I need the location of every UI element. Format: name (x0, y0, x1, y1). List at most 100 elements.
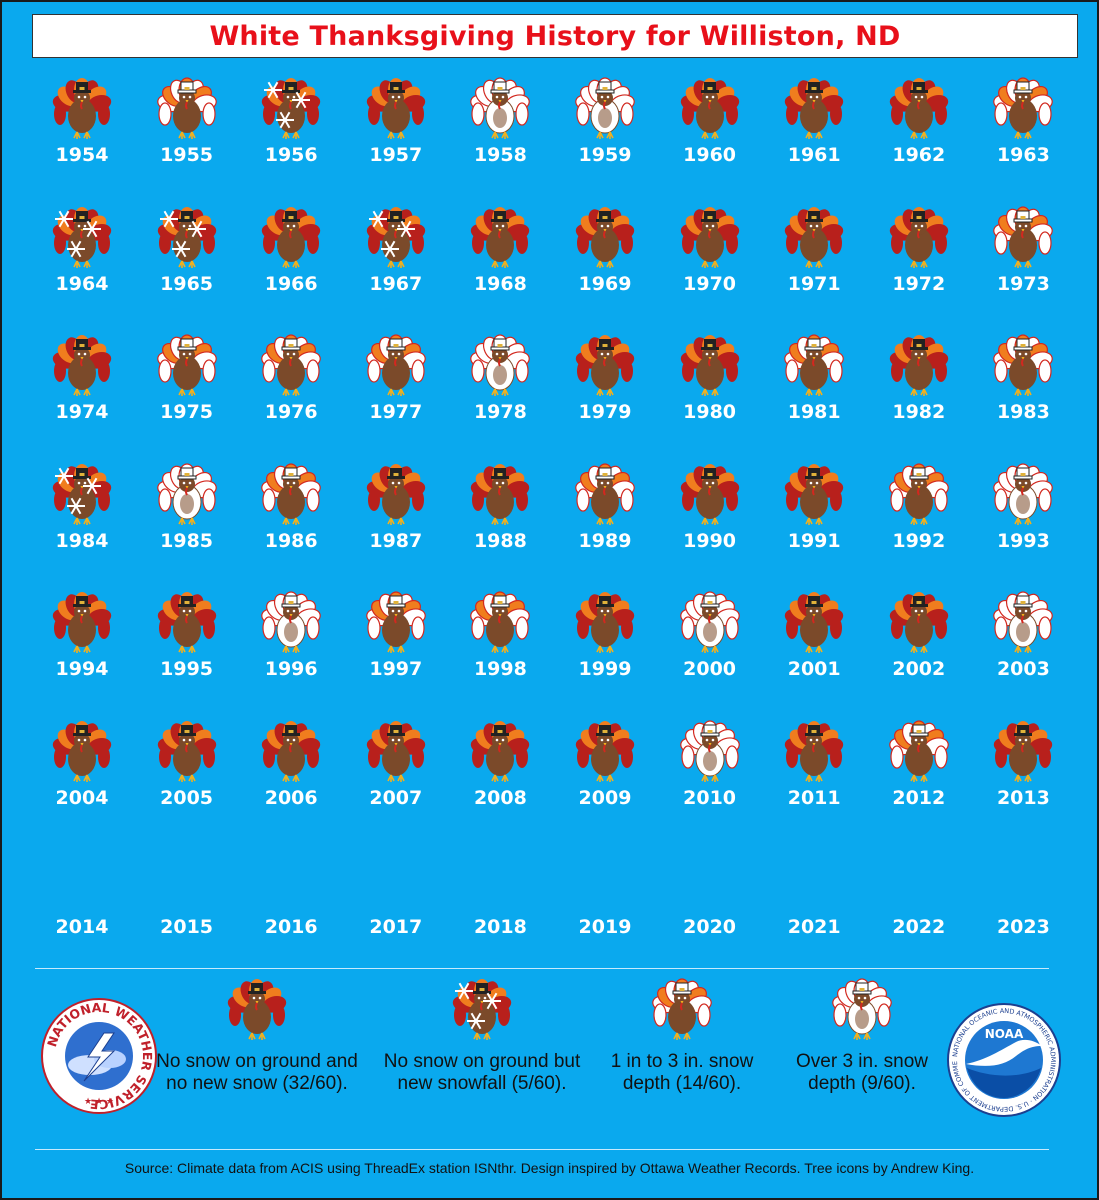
legend-heavy-label: Over 3 in. snow depth (9/60). (796, 1051, 928, 1094)
year-label: 1988 (473, 529, 527, 552)
year-label: 2013 (996, 787, 1050, 809)
year-cell: 1999 (553, 590, 657, 710)
year-label: 1983 (996, 401, 1050, 424)
year-cell: 2011 (762, 719, 866, 839)
turkey-none-icon (262, 721, 321, 782)
year-cell: 1961 (762, 76, 866, 196)
year-label: 1955 (160, 144, 214, 166)
turkey-light-icon (993, 205, 1054, 268)
turkey-none-icon (680, 78, 739, 139)
year-cell: 1956 (239, 76, 343, 196)
year-cell: 2020 (658, 848, 762, 968)
year-label: 1977 (369, 401, 423, 424)
legend-turkey-heavy-icon (832, 978, 892, 1040)
turkey-light-icon (156, 334, 217, 397)
year-label: 1999 (578, 658, 632, 681)
year-label: 1979 (578, 401, 632, 424)
turkey-none-icon (575, 721, 635, 782)
year-label: 1986 (264, 529, 318, 552)
year-cell: 1978 (448, 333, 552, 453)
year-label: 1984 (55, 529, 109, 552)
year-cell: 2003 (971, 590, 1075, 710)
year-label: 1982 (892, 401, 946, 424)
turkey-none-icon (785, 463, 844, 525)
year-cell: 2006 (239, 719, 343, 839)
divider-bottom (35, 1149, 1049, 1150)
year-label: 1967 (369, 272, 423, 295)
turkey-none-icon (575, 206, 635, 268)
noaa-logo-icon: NOAA NATIONAL OCEANIC AND ATMOSPHERIC AD… (944, 996, 1061, 1117)
year-cell: 1971 (762, 205, 866, 325)
year-cell: 2017 (344, 848, 448, 968)
year-label: 1995 (160, 658, 214, 681)
turkey-snowfall-icon (52, 463, 112, 525)
turkey-none-icon (994, 721, 1053, 782)
turkey-snowfall-icon (262, 78, 321, 139)
year-label: 1991 (787, 529, 841, 552)
year-cell: 2007 (344, 719, 448, 839)
turkey-heavy-icon (679, 720, 740, 782)
year-label: 2022 (892, 915, 946, 938)
year-label: 2007 (369, 787, 423, 809)
turkey-none-icon (889, 206, 948, 268)
legend-turkey-none-icon (227, 979, 287, 1040)
year-cell: 1982 (867, 333, 971, 453)
legend-snowfall: No snow on ground but new snowfall (5/60… (382, 977, 582, 1095)
turkey-none-icon (471, 206, 530, 268)
year-cell: 2014 (30, 848, 134, 968)
year-cell: 1979 (553, 333, 657, 453)
turkey-none-icon (262, 206, 321, 268)
year-cell: 1969 (553, 205, 657, 325)
turkey-light-icon (993, 77, 1054, 139)
year-cell: 2009 (553, 719, 657, 839)
year-cell: 2022 (867, 848, 971, 968)
turkey-none-icon (52, 78, 112, 139)
year-label: 2015 (160, 915, 214, 938)
year-cell: 1975 (135, 333, 239, 453)
year-cell: 2008 (448, 719, 552, 839)
year-cell: 1980 (658, 333, 762, 453)
year-label: 2006 (264, 787, 318, 809)
year-label: 2017 (369, 915, 423, 938)
turkey-none-icon (52, 335, 112, 397)
year-label: 1962 (892, 144, 946, 166)
year-label: 1968 (473, 272, 527, 295)
turkey-light-icon (993, 334, 1054, 397)
year-label: 1970 (683, 272, 737, 295)
turkey-heavy-icon (156, 463, 217, 525)
turkey-none-icon (785, 206, 844, 268)
turkey-light-icon (889, 463, 949, 525)
year-label: 1980 (683, 401, 737, 424)
turkey-none-icon (471, 721, 530, 782)
turkey-heavy-icon (679, 591, 740, 654)
year-label: 2019 (578, 915, 632, 938)
turkey-none-icon (785, 78, 844, 139)
legend-turkey-light-icon (652, 978, 712, 1040)
year-label: 1997 (369, 658, 423, 681)
year-cell: 2015 (135, 848, 239, 968)
title-box: White Thanksgiving History for Williston… (32, 14, 1078, 58)
year-cell: 1974 (30, 333, 134, 453)
year-cell: 1976 (239, 333, 343, 453)
turkey-none-icon (680, 206, 739, 268)
nws-logo: NATIONAL WEATHER SERVICE ★ ★ ★ (40, 997, 158, 1120)
year-label: 2014 (55, 915, 109, 938)
year-label: 2003 (996, 658, 1050, 681)
year-cell: 1957 (344, 76, 448, 196)
turkey-none-icon (575, 592, 635, 654)
turkey-light-icon (261, 334, 321, 397)
year-label: 2002 (892, 658, 946, 681)
year-cell: 1981 (762, 333, 866, 453)
year-cell: 1992 (867, 462, 971, 582)
divider-top (35, 968, 1049, 969)
turkey-light-icon (784, 334, 844, 397)
turkey-snowfall-icon (157, 206, 216, 268)
year-label: 1957 (369, 144, 423, 166)
year-label: 1994 (55, 658, 109, 681)
year-label: 2012 (892, 787, 946, 809)
year-label: 2016 (264, 915, 318, 938)
turkey-light-icon (889, 720, 949, 782)
year-label: 1963 (996, 144, 1050, 166)
year-cell: 2005 (135, 719, 239, 839)
